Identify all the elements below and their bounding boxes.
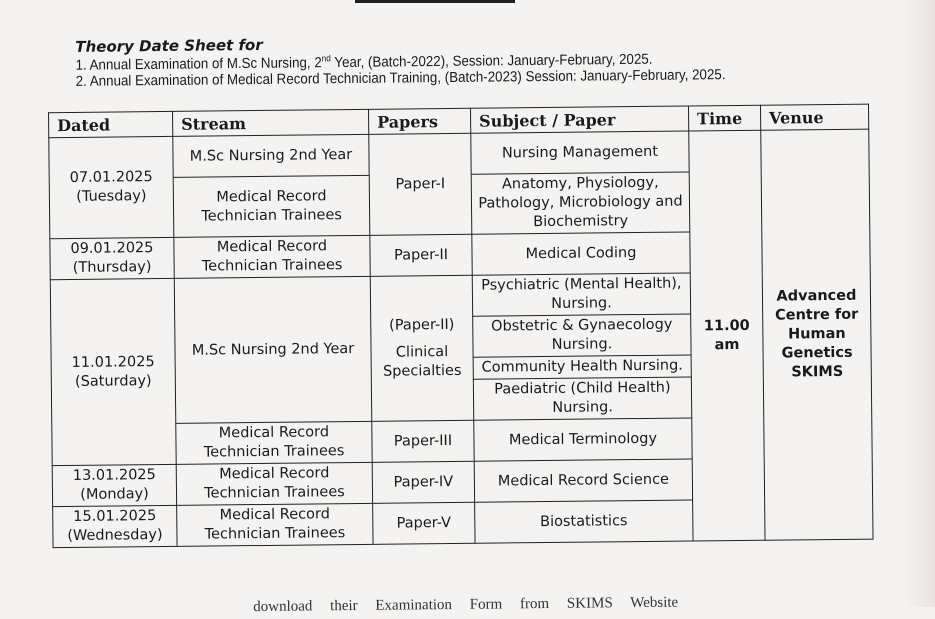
paper-type: Clinical Specialties	[382, 343, 462, 380]
date: 09.01.2025	[70, 240, 154, 257]
day: (Saturday)	[74, 372, 152, 390]
date: 13.01.2025	[72, 467, 156, 484]
subject-cell: Community Health Nursing.	[473, 354, 692, 380]
table-row: 07.01.2025 (Tuesday) M.Sc Nursing 2nd Yea…	[48, 129, 874, 541]
paper-cell: Paper-III	[371, 420, 475, 463]
subject-cell: Medical Coding	[471, 231, 691, 276]
venue-cell: Advanced Centre for Human Genetics SKIMS	[760, 129, 874, 541]
header-papers: Papers	[368, 108, 471, 135]
paper-cell: Paper-I	[368, 133, 472, 236]
subject-cell: Medical Record Science	[474, 458, 693, 503]
header-stream: Stream	[172, 109, 369, 137]
paper-cell: Paper-II	[369, 234, 473, 277]
day: (Thursday)	[72, 259, 152, 276]
date: 11.01.2025	[71, 353, 155, 371]
date-cell: 11.01.2025 (Saturday)	[50, 278, 177, 466]
header-dated: Dated	[48, 111, 173, 138]
date-cell: 09.01.2025 (Thursday)	[49, 237, 175, 280]
date: 15.01.2025	[73, 508, 157, 525]
date-cell: 07.01.2025 (Tuesday)	[48, 136, 174, 239]
stream-cell: M.Sc Nursing 2nd Year	[174, 276, 372, 424]
time-cell: 11.00 am	[688, 130, 766, 541]
subject-cell: Medical Terminology	[473, 417, 693, 462]
header-time: Time	[688, 105, 761, 131]
subject-cell: Psychiatric (Mental Health), Nursing.	[472, 272, 691, 317]
heading: Theory Date Sheet for	[75, 35, 263, 56]
date: 07.01.2025	[69, 169, 153, 186]
day: (Wednesday)	[67, 527, 163, 545]
footer-note: download their Examination Form from SKI…	[253, 594, 679, 616]
header-rule	[355, 0, 515, 3]
page-edge-shadow	[905, 0, 935, 607]
subject-cell: Obstetric & Gynaecology Nursing.	[472, 313, 692, 358]
stream-cell: M.Sc Nursing 2nd Year	[172, 134, 370, 178]
date-cell: 13.01.2025 (Monday)	[52, 464, 177, 507]
paper-cell: Paper-V	[372, 502, 476, 545]
day: (Tuesday)	[76, 188, 147, 205]
stream-cell: Medical Record Technician Trainees	[176, 503, 374, 547]
subject-cell: Paediatric (Child Health) Nursing.	[473, 376, 692, 421]
stream-cell: Medical Record Technician Trainees	[173, 235, 371, 279]
subject-cell: Nursing Management	[470, 130, 690, 175]
stream-cell: Medical Record Technician Trainees	[175, 421, 373, 465]
stream-cell: Medical Record Technician Trainees	[176, 462, 373, 506]
subject-cell: Biostatistics	[474, 499, 694, 544]
paper: (Paper-II)	[389, 316, 455, 334]
subject-cell: Anatomy, Physiology, Pathology, Microbio…	[471, 171, 690, 235]
paper-cell: Paper-IV	[372, 461, 475, 504]
day: (Monday)	[80, 486, 149, 503]
stream-cell: Medical Record Technician Trainees	[173, 175, 370, 238]
date-sheet-table: Dated Stream Papers Subject / Paper Time…	[48, 104, 874, 549]
paper-cell: (Paper-II) Clinical Specialties	[370, 275, 474, 422]
date-cell: 15.01.2025 (Wednesday)	[52, 505, 178, 548]
header-venue: Venue	[760, 104, 869, 131]
header-subject: Subject / Paper	[470, 105, 689, 134]
line-sup: nd	[321, 53, 331, 64]
